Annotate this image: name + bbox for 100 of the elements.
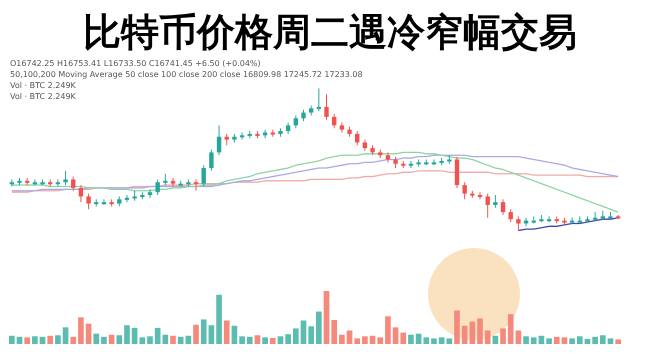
- candlestick: [362, 139, 368, 152]
- bar: [270, 338, 276, 344]
- candlestick: [370, 144, 375, 156]
- bar: [546, 338, 552, 344]
- bar: [86, 324, 92, 344]
- bar: [40, 336, 46, 344]
- bar: [530, 337, 537, 344]
- bar: [608, 338, 614, 344]
- candlestick: [316, 88, 322, 112]
- bar: [484, 330, 491, 344]
- bar: [108, 334, 114, 344]
- candlestick: [194, 178, 198, 192]
- bar: [592, 336, 598, 344]
- candlestick: [508, 208, 513, 223]
- chart-title: 比特币价格周二遇冷窄幅交易: [82, 9, 578, 56]
- bar: [32, 336, 38, 344]
- bar: [584, 338, 590, 344]
- bar: [339, 334, 345, 344]
- candlestick: [386, 152, 390, 163]
- bar: [431, 338, 437, 344]
- bar: [116, 335, 122, 344]
- bar: [316, 312, 322, 344]
- candlestick: [286, 122, 290, 134]
- bar: [200, 319, 207, 344]
- bar: [47, 336, 54, 344]
- bar: [170, 336, 176, 344]
- candlestick: [78, 184, 84, 203]
- bar: [370, 336, 376, 344]
- candlestick: [163, 173, 168, 186]
- bar: [385, 316, 391, 344]
- bar: [300, 320, 306, 344]
- bar: [55, 335, 61, 344]
- candlestick: [86, 193, 91, 210]
- annotation: Vol · BTC 2.249K: [10, 91, 77, 102]
- text: 50,100,200 Moving Average 50 close 100 close 200 close 16809.98 17245.72 17233.08: [10, 69, 363, 80]
- candlestick: [117, 196, 122, 207]
- bar: [324, 291, 330, 344]
- bar: [178, 336, 184, 344]
- bar: [101, 336, 107, 344]
- bar: [454, 310, 460, 344]
- bar: [500, 328, 506, 344]
- bar: [278, 336, 284, 344]
- bar: [423, 337, 430, 344]
- candlestick: [493, 194, 498, 208]
- bar: [462, 326, 468, 344]
- bar: [477, 318, 483, 344]
- candlestick: [324, 94, 329, 120]
- bar: [492, 336, 498, 344]
- bar: [285, 334, 291, 344]
- bar: [416, 334, 422, 344]
- candlestick: [347, 126, 352, 138]
- bar: [508, 314, 514, 344]
- bar: [239, 336, 245, 344]
- bar: [400, 332, 406, 344]
- candlestick: [516, 216, 521, 232]
- bar: [262, 337, 268, 344]
- bar: [377, 337, 384, 344]
- candlestick: [393, 156, 398, 169]
- candlestick: [340, 122, 344, 133]
- bar: [446, 338, 452, 344]
- bar: [162, 334, 168, 344]
- bar: [331, 320, 338, 344]
- candlestick: [202, 164, 206, 188]
- bar: [362, 336, 368, 344]
- bar: [292, 328, 299, 344]
- bar: [139, 337, 146, 344]
- bar: [392, 327, 398, 344]
- candlestick: [500, 198, 506, 216]
- candlestick: [355, 130, 360, 146]
- bar: [470, 322, 476, 344]
- candlestick: [294, 114, 298, 129]
- bar: [538, 336, 544, 344]
- bar: [254, 335, 260, 344]
- candlestick: [132, 190, 137, 202]
- bar: [554, 336, 560, 344]
- candlestick: [71, 176, 76, 192]
- bar: [216, 294, 222, 344]
- bar: [562, 337, 568, 344]
- candlestick: [155, 178, 160, 196]
- bar: [232, 326, 238, 344]
- candlestick: [63, 170, 68, 186]
- candlestick: [462, 182, 467, 200]
- bar: [569, 338, 575, 344]
- candlestick: [301, 109, 306, 122]
- bar: [600, 335, 606, 344]
- bar: [208, 325, 214, 344]
- bar: [408, 334, 414, 344]
- bar: [224, 320, 230, 344]
- candlestick: [209, 149, 214, 172]
- bar: [438, 337, 444, 344]
- bar: [78, 317, 84, 344]
- bar: [24, 337, 30, 344]
- bar: [70, 336, 76, 344]
- bar: [308, 326, 314, 344]
- candlestick: [216, 124, 222, 156]
- bar: [16, 336, 22, 344]
- bar: [9, 336, 15, 344]
- bar: [154, 328, 160, 344]
- bar: [124, 325, 130, 344]
- bar: [576, 336, 583, 344]
